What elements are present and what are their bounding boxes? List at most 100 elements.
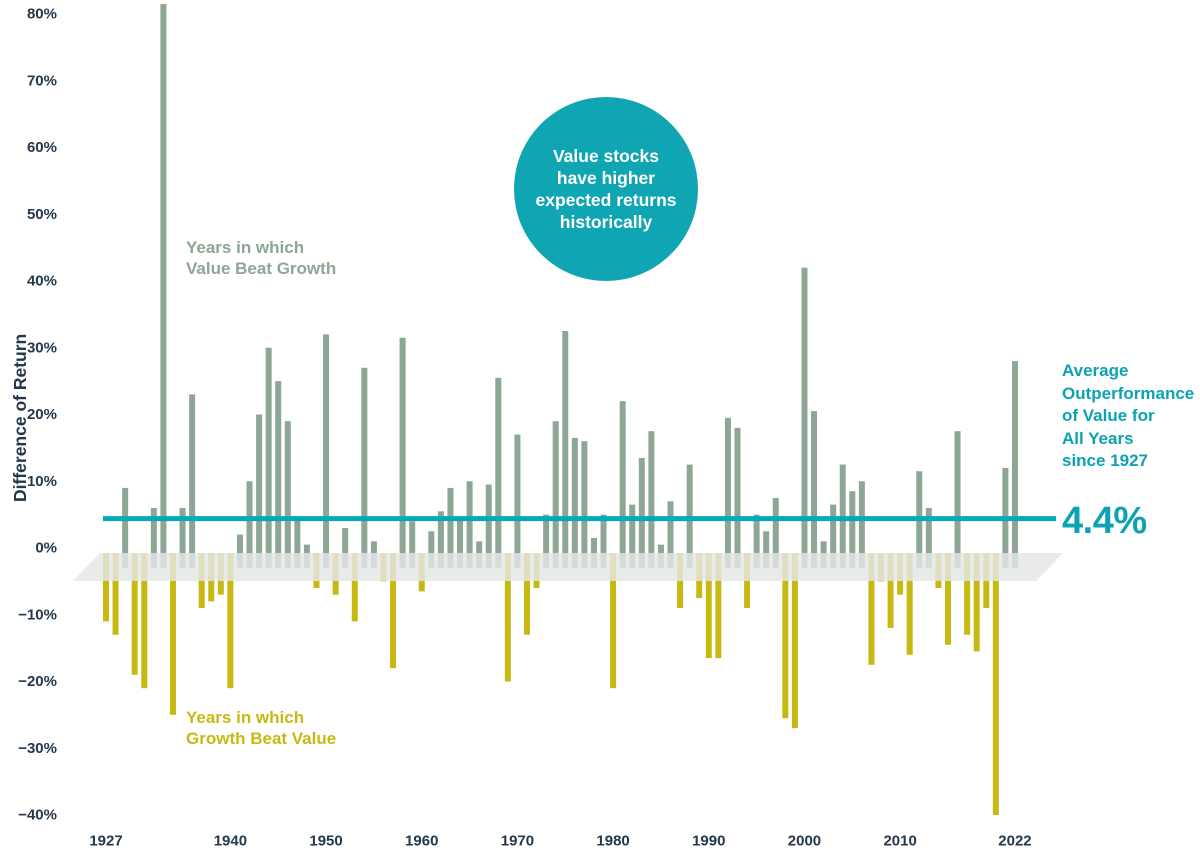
bar-1929 <box>122 487 129 568</box>
bar-1993 <box>734 427 741 568</box>
x-tick-1980: 1980 <box>596 833 629 850</box>
y-tick--20: −20% <box>18 673 57 690</box>
x-tick-1960: 1960 <box>405 833 438 850</box>
bar-1996 <box>763 531 770 568</box>
bar-1978 <box>590 537 597 568</box>
y-tick-60: 60% <box>27 139 57 156</box>
bar-1984 <box>648 431 655 568</box>
bar-1943 <box>256 414 263 568</box>
bar-2011 <box>906 553 913 655</box>
y-tick-40: 40% <box>27 273 57 290</box>
bar-1999 <box>791 553 798 729</box>
x-tick-2010: 2010 <box>883 833 916 850</box>
bar-1971 <box>523 553 530 635</box>
zero-floor-band <box>73 553 1063 581</box>
bar-2001 <box>811 411 818 568</box>
bar-1941 <box>236 534 243 568</box>
bar-1933 <box>160 3 167 569</box>
bar-1953 <box>351 553 358 622</box>
y-axis-title: Difference of Return <box>10 333 30 502</box>
bar-1950 <box>323 334 330 568</box>
bar-1962 <box>437 511 444 568</box>
bar-1945 <box>275 381 282 568</box>
bar-1959 <box>409 521 416 568</box>
bar-1957 <box>390 553 397 669</box>
bar-1942 <box>246 481 253 568</box>
bar-1980 <box>610 553 617 689</box>
x-tick-1970: 1970 <box>501 833 534 850</box>
bar-1932 <box>150 507 157 568</box>
bar-1973 <box>543 514 550 568</box>
y-tick--10: −10% <box>18 606 57 623</box>
x-tick-1940: 1940 <box>214 833 247 850</box>
bar-2016 <box>954 431 961 568</box>
bar-1986 <box>667 501 674 568</box>
x-tick-2022: 2022 <box>998 833 1031 850</box>
bar-1931 <box>141 553 148 689</box>
bar-1979 <box>600 514 607 568</box>
bar-1981 <box>619 401 626 568</box>
bar-1970 <box>514 434 521 568</box>
bar-2005 <box>849 491 856 568</box>
bar-1992 <box>724 417 731 568</box>
circle-callout: Value stocks have higher expected return… <box>514 97 698 281</box>
x-tick-1950: 1950 <box>309 833 342 850</box>
x-tick-1927: 1927 <box>89 833 122 850</box>
bar-1946 <box>284 421 291 568</box>
y-tick--40: −40% <box>18 807 57 824</box>
bar-1928 <box>112 553 119 635</box>
bar-1991 <box>715 553 722 659</box>
y-tick--30: −30% <box>18 740 57 757</box>
x-tick-1990: 1990 <box>692 833 725 850</box>
bar-1947 <box>294 517 301 568</box>
bar-1998 <box>782 553 789 719</box>
legend-value-beat-growth: Years in which Value Beat Growth <box>186 238 337 278</box>
bar-1930 <box>131 553 138 675</box>
bar-1961 <box>428 531 435 568</box>
bar-2000 <box>801 267 808 568</box>
bar-1927 <box>103 553 109 622</box>
legend-growth-beat-value: Years in which Growth Beat Value <box>186 708 337 748</box>
circle-callout-text: Value stocks have higher expected return… <box>535 146 677 232</box>
bar-1964 <box>457 517 464 568</box>
bar-1982 <box>629 504 636 568</box>
bar-1934 <box>169 553 176 715</box>
bar-2017 <box>964 553 971 635</box>
bar-1976 <box>571 437 578 568</box>
bar-1983 <box>638 457 645 568</box>
bar-2007 <box>868 553 875 665</box>
y-tick-0: 0% <box>35 540 57 557</box>
bar-1940 <box>227 553 234 689</box>
bar-2020 <box>992 553 999 815</box>
bar-1968 <box>495 377 502 568</box>
y-tick-80: 80% <box>27 6 57 23</box>
bar-1997 <box>772 497 779 568</box>
y-tick-10: 10% <box>27 473 57 490</box>
bar-2013 <box>925 507 932 568</box>
bar-1944 <box>265 347 272 568</box>
bar-2009 <box>887 553 894 629</box>
bar-1974 <box>552 421 559 568</box>
bar-1995 <box>753 514 760 568</box>
bar-1954 <box>361 367 368 568</box>
x-tick-2000: 2000 <box>788 833 821 850</box>
bar-2018 <box>973 553 980 652</box>
bar-1977 <box>581 441 588 568</box>
bar-1958 <box>399 337 406 568</box>
y-tick-50: 50% <box>27 206 57 223</box>
average-outperformance-value: 4.4% <box>1062 500 1147 542</box>
bar-1969 <box>504 553 511 682</box>
bar-1967 <box>485 484 492 568</box>
bar-2015 <box>944 553 951 645</box>
bar-1975 <box>562 331 569 568</box>
average-outperformance-caption: Average Outperformance of Value for All … <box>1062 361 1195 470</box>
bar-2003 <box>830 504 837 568</box>
average-line <box>103 516 1056 522</box>
y-tick-70: 70% <box>27 72 57 89</box>
bar-1952 <box>342 527 349 568</box>
bar-1963 <box>447 487 454 568</box>
bar-2022 <box>1011 361 1018 568</box>
bar-2006 <box>858 481 865 568</box>
y-tick-20: 20% <box>27 406 57 423</box>
